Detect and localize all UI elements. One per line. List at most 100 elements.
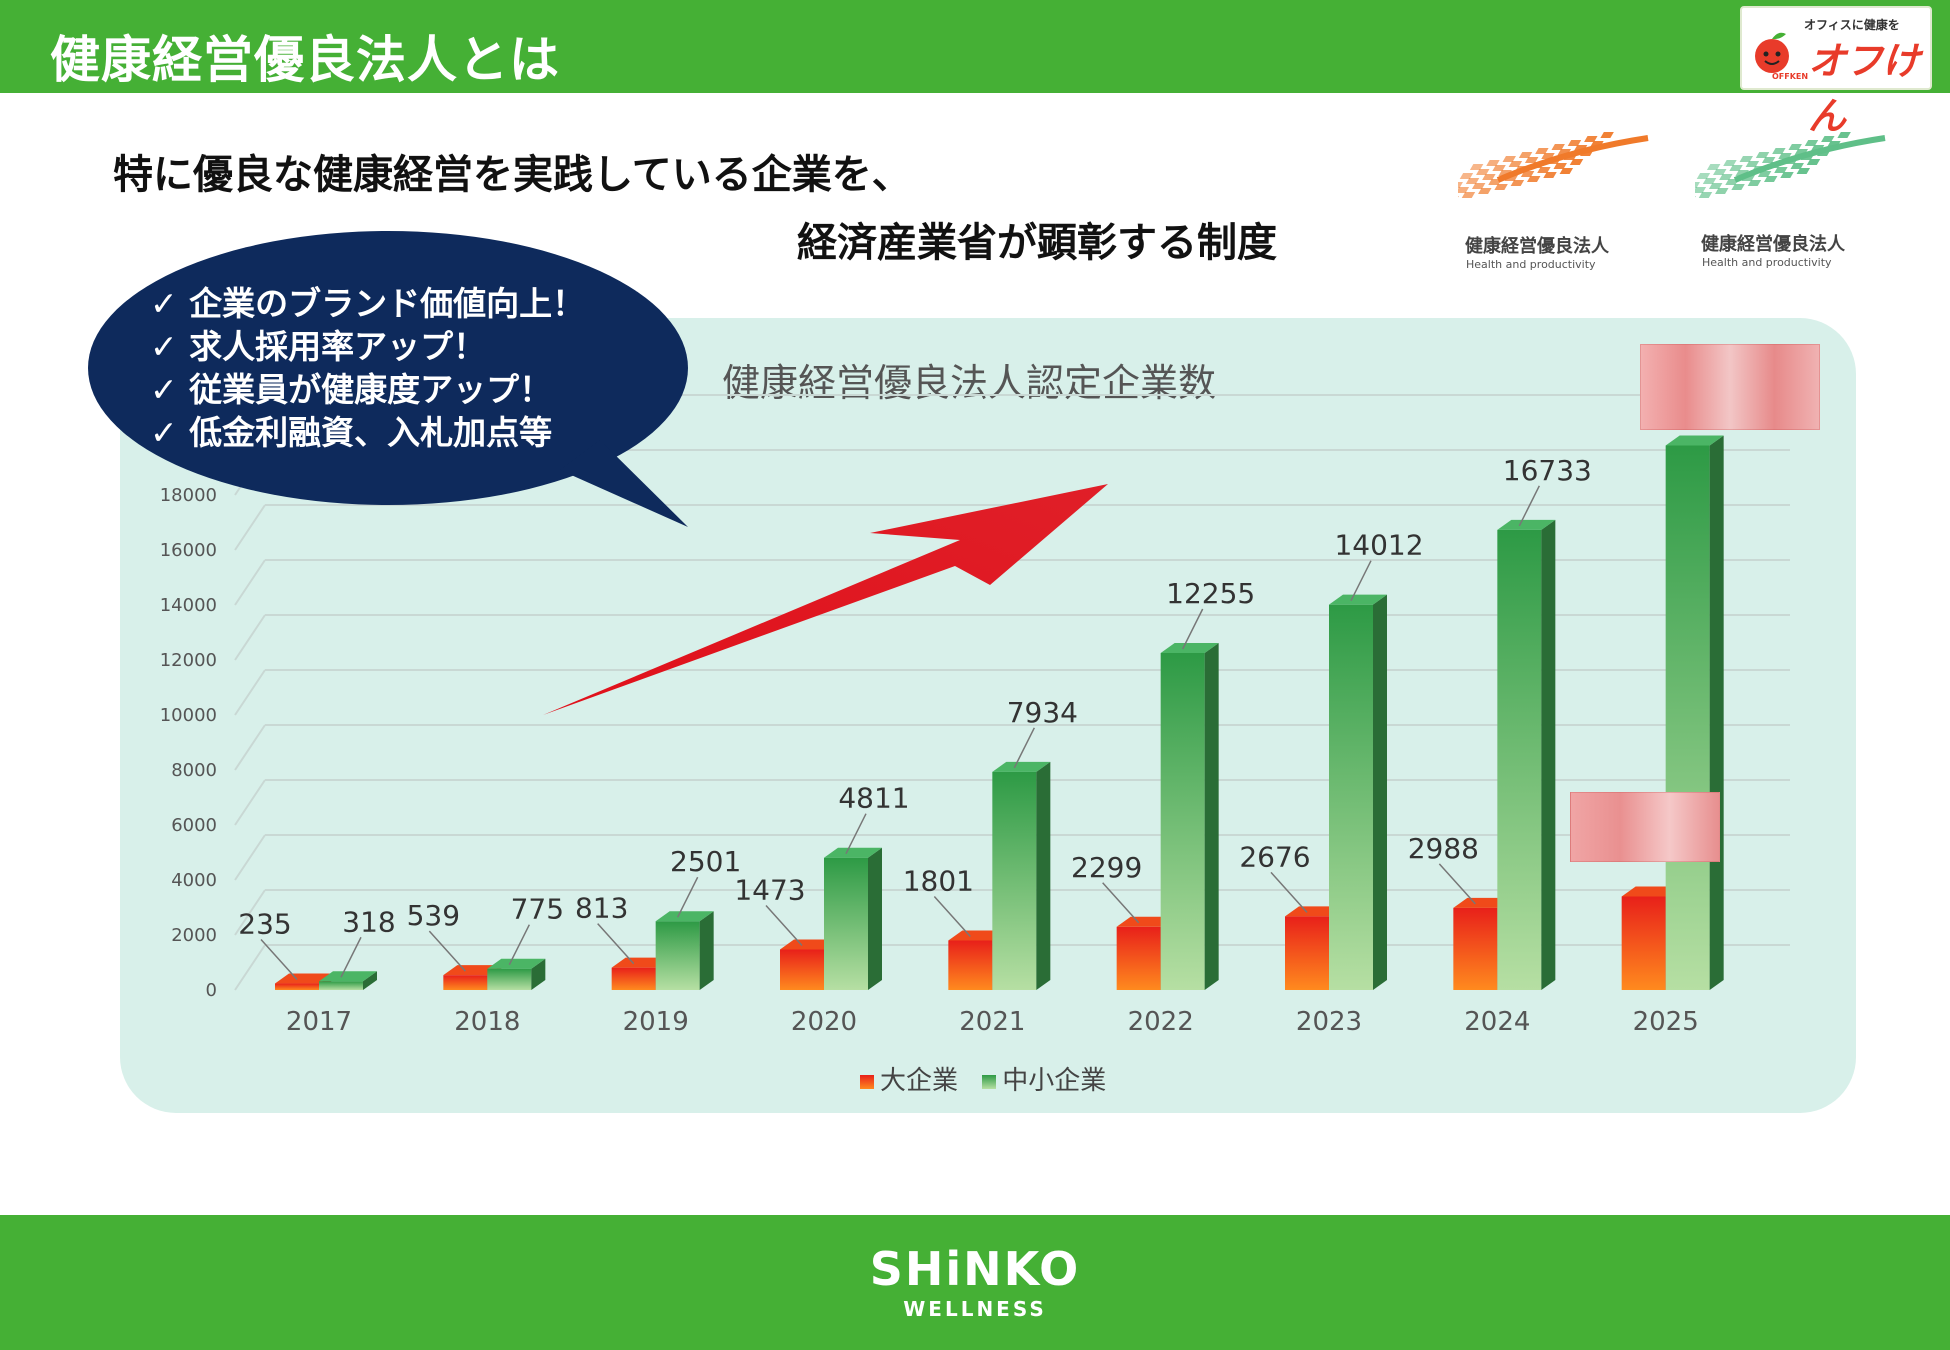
header-bar — [0, 0, 1950, 93]
x-tick-label: 2017 — [286, 1007, 352, 1037]
offken-logo: オフィスに健康を オフけん OFFKEN — [1740, 6, 1932, 138]
redacted-label — [1640, 344, 1820, 430]
cert-mark-cell — [1695, 182, 1700, 188]
apple-icon — [1755, 32, 1789, 73]
cert-mark-cell — [1600, 132, 1614, 138]
data-label: 2676 — [1239, 840, 1310, 873]
cert-mark-cell — [1471, 183, 1486, 189]
y-tick-label: 12000 — [160, 650, 217, 671]
bar-large — [275, 983, 319, 990]
cert-mark-cell — [1486, 160, 1500, 166]
legend-label-large: 大企業 — [880, 1066, 959, 1096]
y-tick-label: 4000 — [171, 870, 217, 891]
cert-mark-cell — [1837, 132, 1851, 138]
legend-swatch-large — [860, 1074, 874, 1089]
data-label: 7934 — [1007, 696, 1078, 729]
legend-item-small: 中小企業 — [982, 1060, 1106, 1097]
cert-mark-cell — [1698, 192, 1713, 198]
certification-mark-orange — [1458, 132, 1649, 202]
cert-mark-cell — [1458, 182, 1463, 188]
chart-title: 健康経営優良法人認定企業数 — [722, 361, 1217, 405]
bar-top — [1665, 435, 1724, 446]
footer-logo: SHiNKO — [869, 1242, 1081, 1296]
certification-label-green: 健康経営優良法人 — [1701, 234, 1845, 255]
data-label: 4811 — [838, 782, 909, 815]
data-label-leader — [676, 876, 699, 918]
cert-mark-cell — [1702, 178, 1717, 184]
bar-top — [1497, 519, 1556, 530]
x-tick-label: 2024 — [1464, 1007, 1530, 1037]
bar-small — [487, 968, 532, 990]
cert-mark-cell — [1713, 169, 1727, 175]
bar-top — [655, 911, 714, 922]
cert-mark-cell — [1772, 148, 1786, 154]
bubble-tail — [560, 440, 688, 527]
bar-small — [1160, 652, 1205, 990]
cert-mark-cell — [1788, 144, 1802, 150]
bar-small — [655, 921, 700, 990]
data-label: 2299 — [1071, 851, 1142, 884]
brand-sub: OFFKEN — [1772, 72, 1809, 81]
x-tick-label: 2018 — [454, 1007, 520, 1037]
cert-mark-cell — [1806, 159, 1821, 165]
cert-mark-cell — [1696, 173, 1711, 179]
legend-swatch-small — [982, 1074, 997, 1089]
x-tick-label: 2025 — [1633, 1007, 1699, 1037]
y-tick-label: 10000 — [160, 705, 217, 726]
legend-item-large: 大企業 — [860, 1060, 958, 1097]
cert-mark-cell — [1478, 188, 1492, 194]
benefit-item: ✓ 求人採用率アップ！ — [150, 327, 487, 366]
cert-mark-cell — [1461, 192, 1476, 198]
bar-top — [780, 939, 838, 950]
cert-mark-cell — [1723, 160, 1737, 166]
cert-mark-cell — [1729, 165, 1743, 171]
cert-mark-cell — [1755, 152, 1770, 158]
bar-top — [1329, 594, 1387, 605]
data-label: 2501 — [670, 845, 741, 878]
cert-mark-cell — [1584, 136, 1598, 142]
cert-mark-cell — [1543, 172, 1557, 178]
cert-mark-cell — [1747, 180, 1762, 186]
benefit-item: ✓ 企業のブランド価値向上！ — [150, 284, 586, 323]
bar-side — [868, 847, 882, 990]
cert-mark-cell — [1715, 188, 1729, 194]
data-label: 539 — [407, 899, 460, 932]
y-tick-label: 16000 — [160, 540, 217, 561]
cert-mark-cell — [1567, 140, 1582, 146]
data-label-leader — [260, 939, 298, 981]
cert-mark-cell — [1458, 187, 1470, 193]
cert-mark-cell — [1494, 184, 1508, 190]
redacted-label — [1570, 792, 1720, 862]
bar-side — [531, 958, 546, 990]
bar-top — [1285, 906, 1343, 917]
data-label-leader — [428, 930, 466, 972]
data-label: 1801 — [903, 864, 974, 897]
data-label: 12255 — [1166, 577, 1255, 610]
y-tick-label: 18000 — [160, 485, 217, 506]
bar-top — [1621, 886, 1680, 897]
gridline — [234, 779, 266, 826]
page-title: 健康経営優良法人とは — [50, 31, 560, 89]
benefit-list: ✓ 企業のブランド価値向上！ ✓ 求人採用率アップ！ ✓ 従業員が健康度アップ！… — [150, 282, 585, 454]
cert-mark-cell — [1526, 176, 1541, 182]
bar-top — [443, 965, 502, 976]
bar-small — [1329, 604, 1373, 990]
data-label: 16733 — [1503, 454, 1592, 487]
bubble-body — [88, 231, 688, 505]
benefit-item: ✓ 従業員が健康度アップ！ — [150, 370, 553, 409]
data-label-leader — [1438, 863, 1476, 905]
bar-top — [992, 761, 1051, 772]
cert-mark-cell — [1524, 157, 1539, 163]
cert-mark-cell — [1502, 156, 1516, 162]
gridline — [234, 614, 266, 661]
data-label-leader — [765, 904, 803, 946]
brand-tagline: オフィスに健康を — [1804, 18, 1900, 32]
data-label-leader — [1270, 871, 1308, 913]
cert-mark-cell — [1469, 164, 1484, 170]
chart-legend: 大企業 中小企業 — [860, 1060, 1122, 1097]
cert-mark-cell — [1465, 178, 1480, 184]
cert-mark-cell — [1476, 169, 1490, 175]
gridline — [234, 669, 266, 716]
cert-mark-cell — [1569, 159, 1584, 165]
